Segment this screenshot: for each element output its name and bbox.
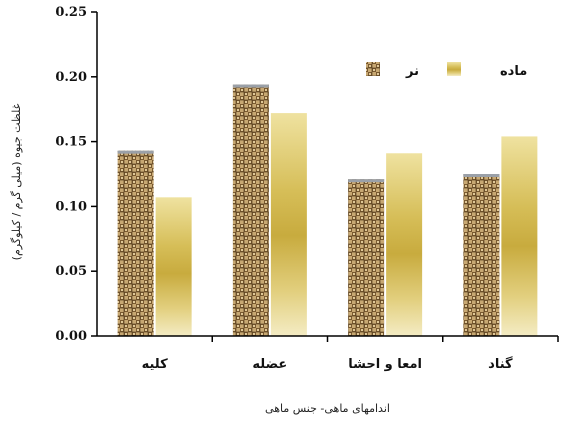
- y-tick-label-5: 0.25: [55, 5, 87, 20]
- legend-swatch-male: [366, 62, 380, 76]
- x-category-label-2: امعا و احشا: [348, 357, 422, 372]
- x-category-label-0: کلیه: [142, 357, 168, 372]
- y-ticks-group: 0.00 0.05 0.10 0.15 0.20 0.25: [55, 5, 97, 344]
- x-categories-group: کلیه عضله امعا و احشا گناد: [142, 336, 559, 372]
- x-axis-title: اندامهای ماهی- جنس ماهی: [265, 402, 390, 415]
- y-axis-title: غلظت جیوه (میلی گرم / کیلوگرم): [10, 103, 23, 260]
- bar-female-2: [386, 153, 423, 336]
- bar-female-1: [270, 113, 307, 336]
- bar-male-3: [463, 174, 500, 336]
- bar-female-3: [501, 136, 538, 336]
- y-tick-label-3: 0.15: [55, 135, 87, 150]
- legend-label-female: ماده: [500, 64, 527, 79]
- legend: نر ماده: [366, 62, 527, 79]
- bar-male-cap-2: [348, 179, 385, 183]
- bar-male-0: [117, 150, 154, 336]
- x-category-label-1: عضله: [252, 357, 287, 372]
- bar-male-1: [232, 84, 269, 337]
- legend-label-male: نر: [405, 64, 419, 79]
- y-tick-label-0: 0.00: [55, 329, 87, 344]
- y-tick-label-1: 0.05: [55, 264, 87, 279]
- bar-male-cap-3: [463, 174, 500, 177]
- y-tick-label-2: 0.10: [55, 199, 87, 214]
- bar-female-0: [155, 197, 192, 336]
- bar-male-cap-0: [117, 150, 154, 154]
- legend-swatch-female: [447, 62, 461, 76]
- bars-group: [117, 84, 538, 337]
- x-category-label-3: گناد: [488, 356, 513, 372]
- bar-male-cap-1: [232, 84, 269, 88]
- bar-male-2: [348, 179, 385, 336]
- y-tick-label-4: 0.20: [55, 70, 87, 85]
